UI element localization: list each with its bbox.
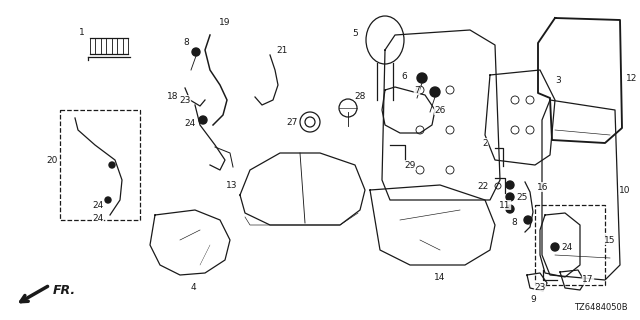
Text: 26: 26: [435, 106, 445, 115]
Text: 18: 18: [167, 92, 179, 100]
Text: FR.: FR.: [53, 284, 76, 297]
Circle shape: [551, 243, 559, 251]
Text: 24: 24: [561, 243, 573, 252]
Circle shape: [417, 73, 427, 83]
Text: 6: 6: [401, 71, 407, 81]
Text: 9: 9: [530, 294, 536, 303]
Text: 27: 27: [286, 117, 298, 126]
Text: 22: 22: [477, 181, 488, 190]
Text: 17: 17: [582, 276, 594, 284]
Text: 1: 1: [79, 28, 85, 36]
Text: 24: 24: [92, 201, 104, 210]
Circle shape: [192, 48, 200, 56]
Text: 21: 21: [276, 45, 288, 54]
Text: 4: 4: [190, 283, 196, 292]
Bar: [535, 205, 605, 285]
Text: 19: 19: [220, 18, 231, 27]
Text: 14: 14: [435, 274, 445, 283]
Circle shape: [109, 162, 115, 168]
Text: 8: 8: [511, 218, 517, 227]
Text: 24: 24: [184, 118, 196, 127]
Circle shape: [524, 216, 532, 224]
Text: 25: 25: [516, 193, 528, 202]
Circle shape: [105, 197, 111, 203]
Text: 24: 24: [92, 213, 104, 222]
Text: 23: 23: [179, 95, 191, 105]
Circle shape: [506, 193, 514, 201]
Bar: [60, 110, 140, 220]
Text: 8: 8: [183, 37, 189, 46]
Text: 7: 7: [414, 85, 420, 94]
Text: TZ6484050B: TZ6484050B: [574, 303, 628, 312]
Circle shape: [430, 87, 440, 97]
Text: 2: 2: [482, 139, 488, 148]
Text: 11: 11: [499, 201, 511, 210]
Text: 23: 23: [534, 283, 546, 292]
Text: 12: 12: [627, 74, 637, 83]
Text: 16: 16: [537, 182, 548, 191]
Text: 29: 29: [404, 161, 416, 170]
Circle shape: [506, 181, 514, 189]
Text: 5: 5: [352, 28, 358, 37]
Text: 3: 3: [555, 76, 561, 84]
Circle shape: [199, 116, 207, 124]
Text: 15: 15: [604, 236, 616, 244]
Circle shape: [506, 205, 514, 213]
Text: 20: 20: [46, 156, 58, 164]
Text: 13: 13: [227, 180, 237, 189]
Text: 10: 10: [620, 186, 631, 195]
Text: 28: 28: [355, 92, 365, 100]
